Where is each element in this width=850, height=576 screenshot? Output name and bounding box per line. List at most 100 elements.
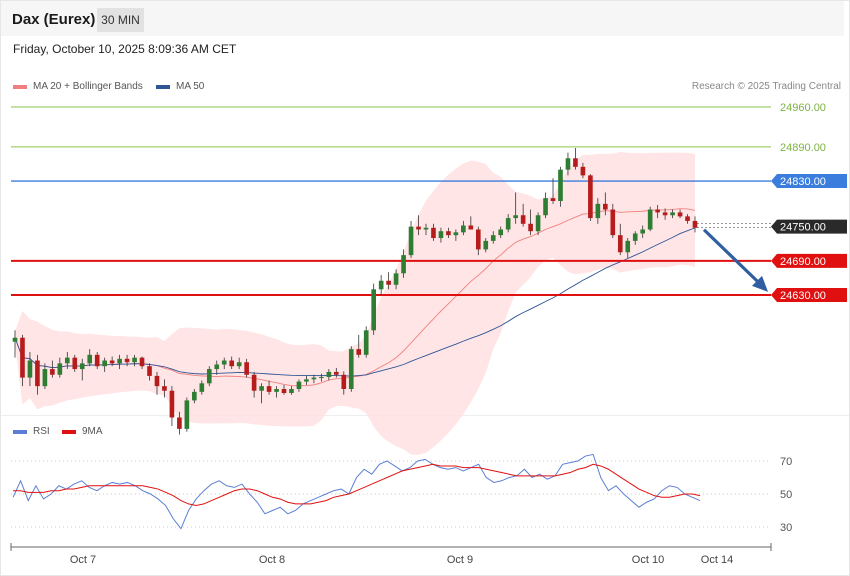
candle-body-36 — [281, 389, 287, 393]
candle-22 — [177, 411, 182, 435]
candle-51 — [393, 269, 399, 290]
candle-83 — [632, 231, 638, 245]
candle-50 — [386, 272, 391, 290]
candle-body-89 — [677, 212, 683, 217]
candle-body-60 — [461, 225, 466, 233]
candle-body-75 — [573, 158, 578, 167]
candle-81 — [617, 223, 623, 256]
level-label-2: 24830.00 — [780, 176, 826, 188]
candle-71 — [543, 192, 548, 219]
candle-body-47 — [363, 330, 369, 355]
candle-90 — [685, 214, 690, 224]
candle-35 — [274, 386, 279, 398]
candle-body-42 — [326, 371, 332, 378]
candle-body-35 — [274, 389, 279, 392]
candle-36 — [281, 385, 287, 395]
candle-26 — [206, 366, 212, 387]
legend-9ma-swatch — [62, 429, 76, 434]
candle-body-10 — [87, 354, 93, 364]
candle-body-50 — [386, 280, 391, 285]
candle-32 — [251, 371, 257, 398]
candle-body-39 — [304, 379, 309, 382]
level-tag-2 — [771, 174, 847, 189]
forecast-arrow-head — [752, 275, 768, 292]
candle-body-55 — [423, 227, 429, 230]
level-tag-3 — [771, 219, 847, 234]
candle-body-54 — [416, 226, 421, 230]
candle-body-12 — [102, 360, 107, 367]
candle-5 — [50, 360, 55, 378]
candle-52 — [401, 249, 406, 278]
candle-body-31 — [244, 362, 249, 375]
candle-body-86 — [655, 209, 660, 213]
candle-62 — [475, 226, 481, 256]
candle-56 — [431, 223, 436, 241]
legend-rsi-swatch — [13, 429, 27, 434]
candle-body-20 — [162, 386, 167, 391]
candle-88 — [670, 209, 675, 219]
candle-80 — [610, 203, 616, 239]
candle-body-32 — [251, 374, 257, 391]
rsi-tick-label-1: 50 — [780, 489, 792, 501]
candle-body-30 — [236, 362, 242, 367]
candle-body-62 — [475, 229, 481, 250]
candle-body-67 — [513, 215, 518, 219]
candle-body-25 — [199, 383, 205, 392]
candle-body-57 — [438, 231, 444, 239]
candle-79 — [603, 192, 608, 216]
candle-17 — [139, 356, 145, 370]
candle-15 — [124, 354, 130, 367]
candle-body-52 — [401, 255, 406, 274]
candle-49 — [378, 275, 384, 295]
legend-rsi-label: RSI — [33, 426, 50, 437]
candle-68 — [520, 203, 526, 227]
candle-body-41 — [319, 377, 324, 379]
candle-41 — [319, 373, 324, 382]
candle-2 — [27, 351, 33, 387]
legend-rsi: RSI — [13, 426, 50, 437]
candle-11 — [94, 351, 100, 370]
level-label-3: 24750.00 — [780, 222, 826, 234]
ma50-line — [14, 227, 696, 377]
candle-body-26 — [206, 369, 212, 384]
candle-body-19 — [154, 375, 160, 387]
candle-body-37 — [289, 389, 294, 393]
candle-body-53 — [408, 226, 414, 256]
candle-54 — [416, 215, 421, 236]
candle-body-68 — [520, 215, 526, 224]
candle-40 — [311, 374, 317, 384]
candle-18 — [147, 363, 152, 381]
candle-13 — [109, 356, 115, 367]
legend-9ma: 9MA — [62, 426, 103, 437]
candle-body-64 — [490, 235, 496, 241]
candle-body-23 — [184, 400, 190, 429]
candle-37 — [289, 386, 294, 395]
candle-69 — [528, 209, 533, 236]
candle-body-85 — [647, 209, 653, 230]
candle-body-56 — [431, 227, 436, 239]
candle-body-13 — [109, 360, 115, 364]
x-tick-label-0: Oct 7 — [70, 554, 96, 566]
candle-body-69 — [528, 223, 533, 232]
candle-body-51 — [393, 273, 399, 285]
candle-27 — [214, 360, 220, 375]
candle-23 — [184, 397, 190, 432]
candle-body-49 — [378, 280, 384, 290]
candle-body-80 — [610, 209, 616, 236]
candle-74 — [565, 152, 571, 176]
candle-12 — [102, 357, 107, 372]
candle-64 — [490, 231, 496, 244]
bollinger-band — [15, 152, 695, 455]
candle-body-45 — [348, 349, 354, 389]
candle-body-16 — [132, 357, 137, 363]
candle-75 — [573, 148, 578, 170]
candle-7 — [64, 351, 70, 370]
candle-19 — [154, 371, 160, 395]
legend-ma20: MA 20 + Bollinger Bands — [13, 81, 143, 92]
candle-43 — [334, 367, 339, 378]
timeframe-button[interactable]: 30 MIN — [97, 8, 144, 32]
candle-body-63 — [483, 240, 489, 250]
candle-body-0 — [12, 337, 18, 342]
candle-33 — [259, 383, 264, 404]
